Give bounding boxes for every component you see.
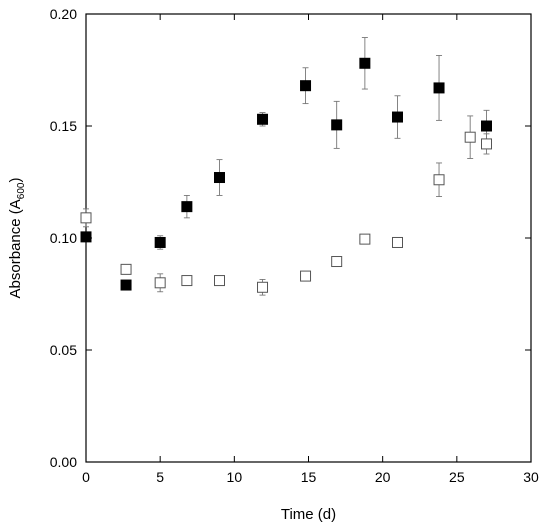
x-axis-title: Time (d): [281, 506, 336, 523]
open-square-point: [300, 270, 312, 282]
y-tick-label: 0.15: [50, 118, 77, 134]
x-tick-label: 5: [156, 469, 164, 485]
filled-square-point: [433, 82, 445, 94]
open-square-point: [257, 281, 269, 293]
y-tick-label: 0.00: [50, 454, 77, 470]
open-square-point: [481, 138, 492, 150]
open-square-point: [433, 174, 445, 186]
x-tick-label: 25: [449, 469, 465, 485]
y-tick-label: 0.20: [50, 6, 77, 22]
x-tick-label: 15: [301, 469, 317, 485]
x-tick-label: 10: [227, 469, 243, 485]
y-axis-title-tail: ): [7, 178, 24, 183]
filled-square-point: [181, 201, 193, 213]
x-tick-label: 20: [375, 469, 391, 485]
open-square-point: [464, 131, 476, 143]
open-square-point: [80, 212, 92, 224]
open-square-point: [359, 233, 371, 245]
open-square-point: [392, 236, 403, 248]
y-axis-title: Absorbance (A600): [7, 178, 27, 299]
filled-square-point: [359, 57, 371, 69]
x-tick-label: 30: [523, 469, 539, 485]
filled-square-point: [392, 111, 403, 123]
x-tick-label: 0: [82, 469, 90, 485]
x-axis: 0 5 10 15 20 25 30: [82, 14, 539, 485]
filled-square-point: [481, 120, 492, 132]
open-square-point: [154, 277, 166, 289]
open-square-point: [120, 263, 132, 275]
y-tick-label: 0.05: [50, 342, 77, 358]
filled-square-point: [214, 172, 225, 184]
open-square-point: [214, 275, 225, 287]
filled-square-point: [331, 119, 343, 131]
open-square-point: [181, 275, 193, 287]
filled-square-point: [154, 236, 166, 248]
filled-square-point: [120, 279, 132, 291]
y-axis-title-subscript: 600: [16, 182, 27, 199]
filled-square-point: [80, 231, 92, 243]
data-points: [80, 57, 492, 293]
y-axis-title-main: Absorbance (A: [7, 199, 24, 298]
filled-square-point: [300, 80, 312, 92]
y-axis: 0.00 0.05 0.10 0.15 0.20: [50, 6, 531, 470]
y-tick-label: 0.10: [50, 230, 77, 246]
error-bars: [83, 37, 490, 296]
open-square-point: [331, 256, 343, 268]
filled-square-point: [257, 113, 269, 125]
